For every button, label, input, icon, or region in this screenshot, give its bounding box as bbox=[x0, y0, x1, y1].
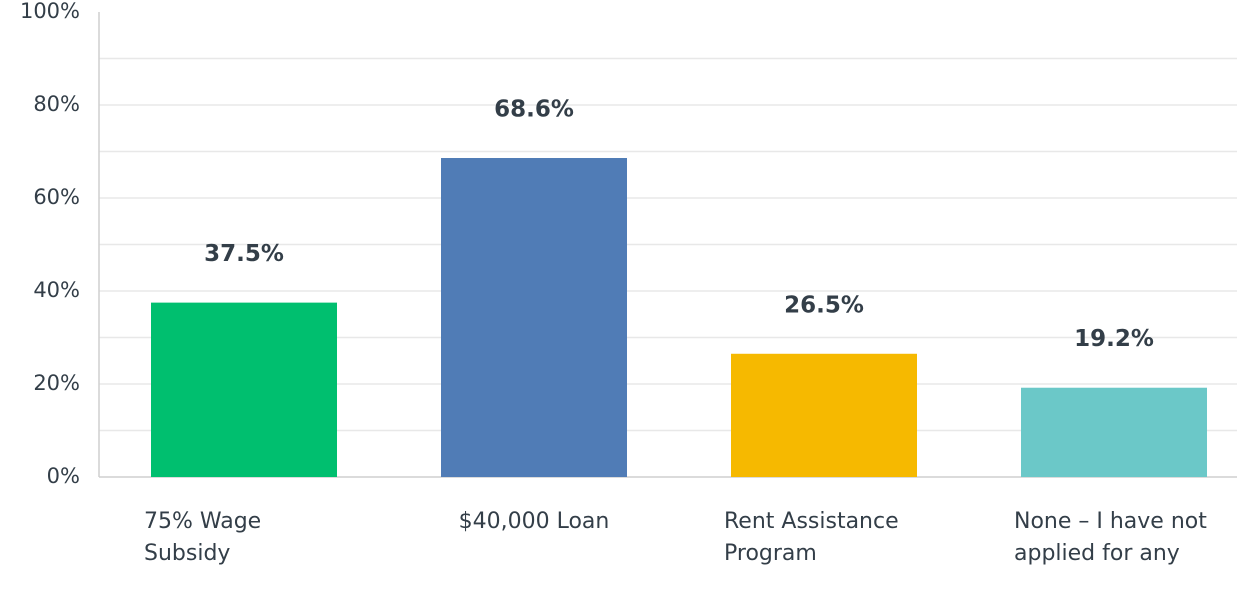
y-tick-label: 40% bbox=[33, 278, 80, 302]
bar bbox=[151, 302, 337, 477]
x-tick-label: Rent Assistance Program bbox=[724, 509, 899, 566]
y-tick-label: 0% bbox=[47, 464, 80, 488]
value-label: 26.5% bbox=[784, 292, 864, 318]
x-tick-label-box: 75% Wage Subsidy bbox=[114, 506, 374, 570]
x-tick-label: None – I have not applied for any bbox=[1014, 509, 1207, 566]
y-tick-label: 100% bbox=[20, 0, 80, 23]
value-label: 37.5% bbox=[204, 241, 284, 267]
bar bbox=[1021, 387, 1207, 477]
x-tick-label: 75% Wage Subsidy bbox=[144, 509, 262, 566]
x-tick-label-box: None – I have not applied for any bbox=[984, 506, 1237, 570]
x-tick-label-box: $40,000 Loan bbox=[404, 506, 664, 538]
bar bbox=[731, 353, 917, 477]
y-tick-label: 20% bbox=[33, 371, 80, 395]
bar bbox=[441, 158, 627, 477]
y-tick-label: 60% bbox=[33, 185, 80, 209]
x-tick-label: $40,000 Loan bbox=[458, 509, 610, 534]
y-tick-label: 80% bbox=[33, 92, 80, 116]
x-tick-label-box: Rent Assistance Program bbox=[694, 506, 954, 570]
value-label: 19.2% bbox=[1074, 326, 1154, 352]
value-label: 68.6% bbox=[494, 97, 574, 123]
